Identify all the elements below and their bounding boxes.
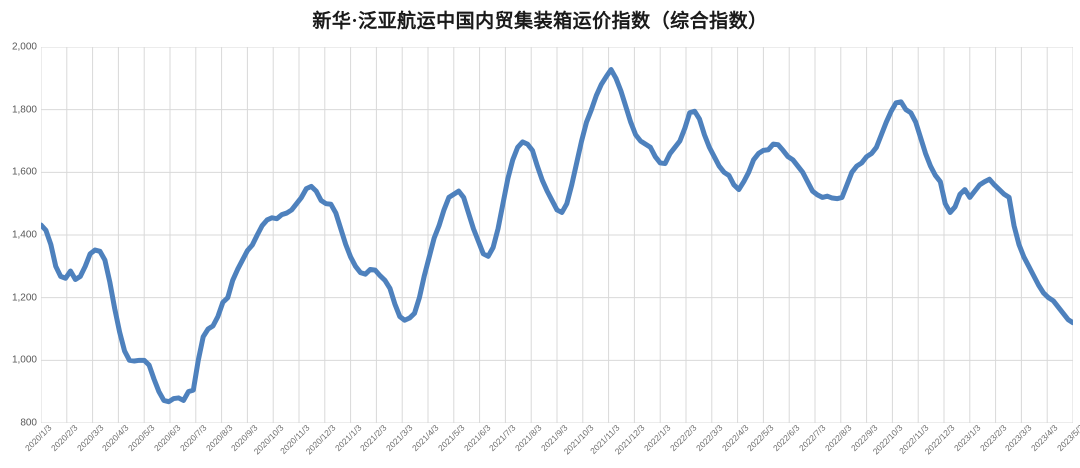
line-chart-svg: [41, 47, 1073, 423]
y-axis-tick-label: 1,000: [11, 354, 37, 366]
y-axis-tick-label: 1,200: [11, 292, 37, 304]
x-axis: 2020/1/3 2020/2/3 2020/3/3 2020/4/3 2020/5/3…: [23, 423, 1080, 468]
plot-area: [41, 47, 1073, 423]
chart-title: 新华·泛亚航运中国内贸集装箱运价指数（综合指数）: [312, 11, 768, 32]
y-axis-tick-label: 1,400: [11, 229, 37, 241]
y-axis-tick-label: 2,000: [11, 41, 37, 53]
x-axis-tick-label: 2020/1/3: [23, 422, 54, 454]
y-axis-tick-label: 1,800: [11, 104, 37, 116]
series-line-comprehensive-index: [41, 67, 1073, 405]
y-axis-tick-label: 1,600: [11, 166, 37, 178]
y-axis-tick-label: 800: [20, 417, 37, 429]
y-axis: 800 1,000 1,200 1,400 1,600 1,800 2,000: [0, 42, 37, 429]
vertical-gridlines: [41, 47, 1073, 423]
